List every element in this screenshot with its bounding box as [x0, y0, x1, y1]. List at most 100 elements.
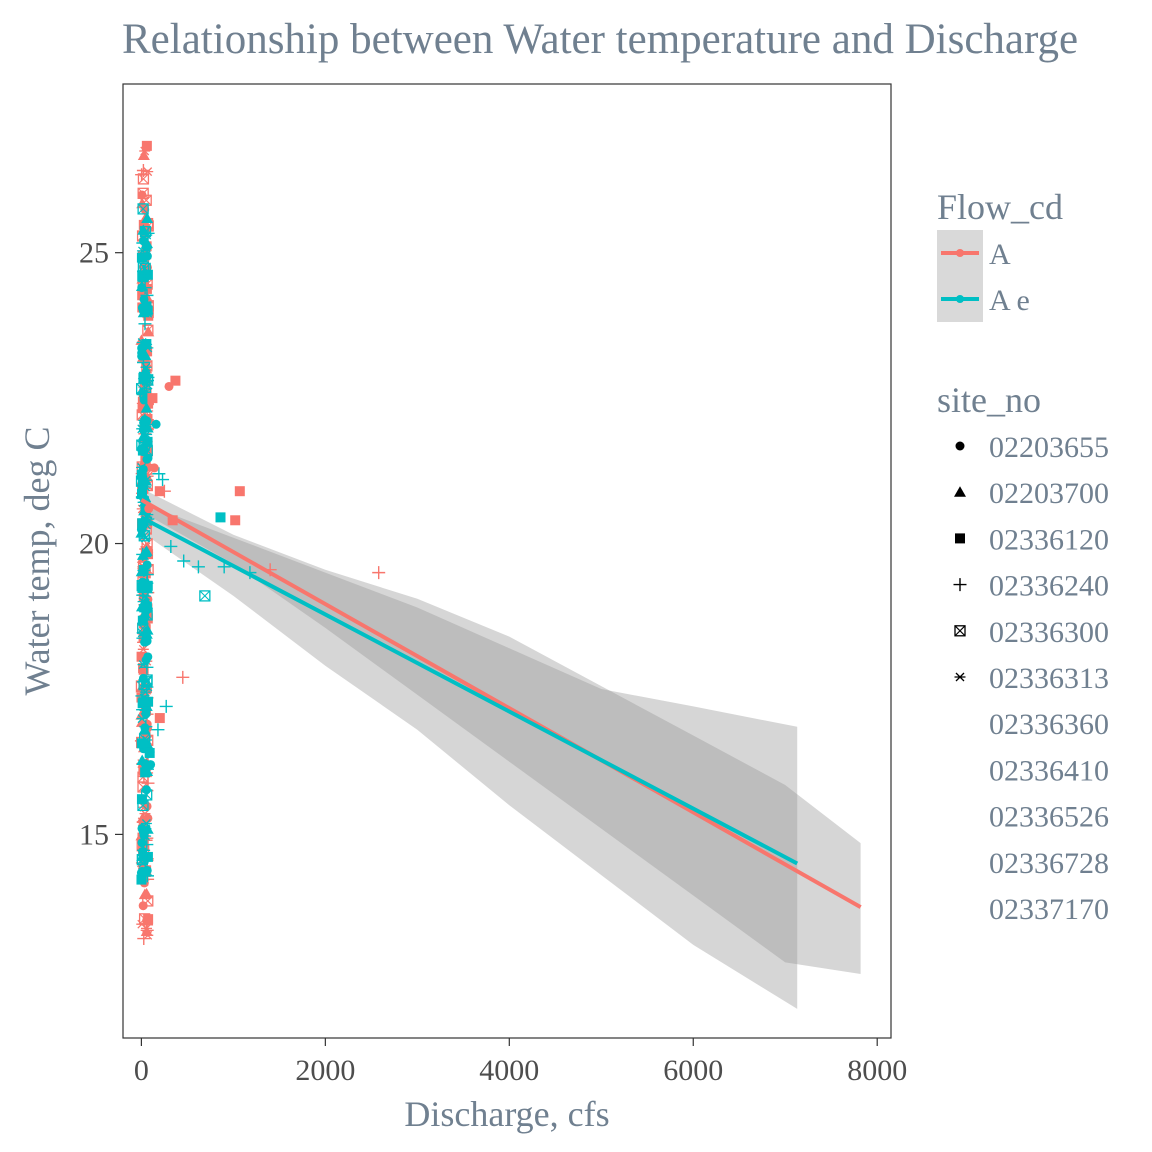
legend-site-key [953, 578, 967, 592]
data-point [141, 339, 152, 350]
plot-border [122, 83, 892, 1039]
legend-flow-cd: Flow_cd A A e [937, 187, 1063, 322]
data-point [136, 854, 148, 866]
data-point [140, 545, 153, 556]
legend-site-item: 02336410 [989, 754, 1109, 787]
data-point [136, 164, 150, 177]
legend-site-item: 02336526 [989, 801, 1109, 834]
legend-site-item: 02336313 [954, 662, 1109, 695]
confidence-ribbon-a-e [141, 502, 798, 1009]
data-point [199, 590, 211, 602]
data-point [156, 473, 170, 487]
legend-site-label: 02203700 [989, 477, 1109, 510]
legend-site-label: 02336360 [989, 708, 1109, 741]
data-point [136, 874, 147, 885]
x-axis-label: Discharge, cfs [404, 1094, 609, 1134]
data-point [140, 681, 152, 691]
data-point [140, 660, 154, 674]
data-point [136, 651, 147, 662]
data-point [142, 895, 154, 907]
data-point [154, 486, 165, 497]
data-point [144, 747, 155, 758]
data-point [137, 615, 148, 626]
data-point [176, 670, 190, 684]
data-point [139, 146, 151, 156]
legend-site-label: 02337170 [989, 893, 1109, 926]
legend-site-label: 02336240 [989, 570, 1109, 603]
legend-flow-item: A [937, 230, 1011, 276]
data-point [141, 601, 152, 612]
legend-site-item: 02336300 [954, 616, 1109, 649]
y-tick-label: 25 [79, 237, 109, 270]
data-point [137, 698, 148, 709]
data-point [136, 246, 148, 256]
fit-line-a [140, 498, 862, 909]
y-axis: 15 20 25 [79, 237, 123, 851]
x-tick-label: 2000 [295, 1054, 355, 1087]
data-point [136, 738, 147, 749]
data-point [149, 463, 159, 473]
legend-site-title: site_no [937, 380, 1041, 420]
x-tick-label: 6000 [663, 1054, 723, 1087]
data-point [159, 699, 173, 713]
data-point [151, 723, 165, 737]
chart-title: Relationship between Water temperature a… [122, 16, 1078, 63]
data-point [139, 626, 152, 637]
data-point [167, 515, 178, 526]
legend-site-item: 02336728 [989, 847, 1109, 880]
data-point [170, 375, 181, 386]
data-point [137, 149, 150, 160]
data-point [154, 713, 165, 724]
data-point [146, 760, 156, 770]
legend-site-item: 02203700 [954, 477, 1109, 510]
data-point [137, 303, 147, 313]
data-point [139, 236, 149, 246]
data-point [141, 674, 153, 686]
fit-lines [140, 498, 862, 909]
legend-site-key [954, 486, 966, 497]
data-point [142, 930, 154, 940]
data-point [140, 637, 150, 647]
data-point [136, 547, 150, 561]
data-point [138, 693, 150, 703]
data-point [138, 317, 152, 331]
data-point [147, 393, 158, 404]
legend-site-label: 02336120 [989, 523, 1109, 556]
data-point [136, 252, 147, 263]
x-tick-label: 0 [134, 1054, 149, 1087]
data-point [137, 224, 150, 235]
data-point [142, 454, 152, 464]
legend-site-key [955, 533, 965, 544]
data-point [138, 673, 148, 683]
y-tick-label: 20 [79, 528, 109, 561]
fit-line-a-e [140, 515, 799, 866]
data-point [177, 554, 191, 568]
data-point [140, 366, 153, 377]
legend-site-label: 02336728 [989, 847, 1109, 880]
legend-site-label: 02336526 [989, 801, 1109, 834]
data-point [230, 515, 241, 526]
data-point [137, 203, 149, 215]
legend-site-label: 02336313 [989, 662, 1109, 695]
legend-site-label: 02336300 [989, 616, 1109, 649]
legend-site-item: 02336240 [953, 570, 1109, 603]
legend-site-item: 02336360 [989, 708, 1109, 741]
data-point [137, 597, 149, 607]
data-point [215, 512, 226, 523]
data-point [138, 723, 151, 735]
data-point [136, 812, 149, 823]
data-point [140, 819, 152, 828]
legend-flow-title: Flow_cd [937, 187, 1063, 227]
legend-site-key [954, 672, 966, 682]
data-point [140, 831, 152, 841]
x-tick-label: 8000 [847, 1054, 907, 1087]
data-point [138, 530, 150, 542]
data-point [372, 566, 386, 580]
data-point [136, 463, 148, 472]
data-point [137, 520, 147, 530]
data-point [142, 380, 154, 390]
data-point [136, 469, 147, 480]
data-point [140, 482, 152, 492]
legend-site-label: 02336410 [989, 754, 1109, 787]
